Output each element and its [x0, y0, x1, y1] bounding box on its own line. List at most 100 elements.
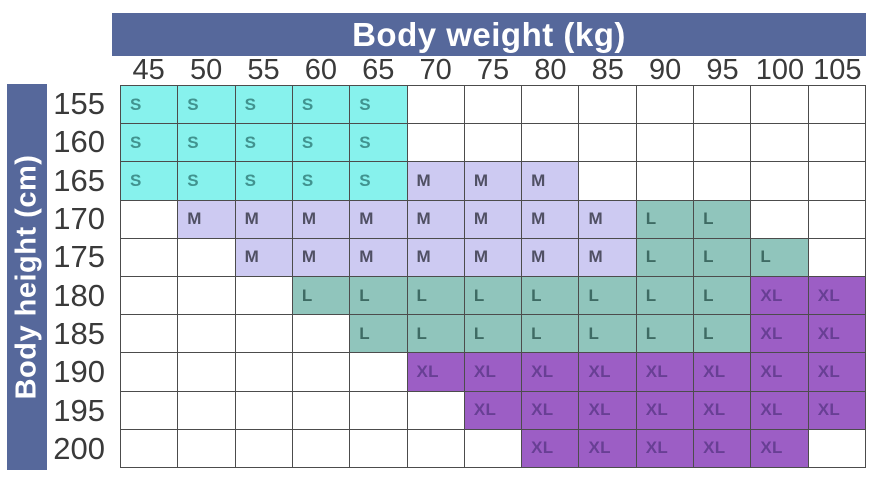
empty-cell-185-55 [235, 315, 293, 354]
size-cell-l-180-80: L [522, 277, 580, 316]
size-cell-l-185-80: L [522, 315, 580, 354]
size-cell-xl-200-90: XL [636, 429, 695, 468]
size-cell-l-170-90: L [636, 200, 695, 239]
weight-tick-95: 95 [706, 54, 739, 86]
empty-cell-190-45 [121, 353, 179, 392]
size-cell-xl-195-100: XL [751, 391, 809, 430]
weight-tick-70: 70 [419, 54, 452, 86]
size-cell-xl-190-80: XL [522, 353, 580, 392]
size-cell-s-155-50: S [178, 86, 236, 125]
empty-cell-180-55 [235, 277, 293, 316]
empty-cell-200-45 [121, 429, 179, 468]
size-cell-m-175-85: M [579, 238, 637, 277]
empty-cell-185-60 [292, 315, 351, 354]
empty-cell-200-55 [235, 429, 293, 468]
empty-cell-200-105 [808, 429, 866, 468]
empty-cell-185-50 [178, 315, 236, 354]
height-tick-195: 195 [53, 392, 105, 428]
empty-cell-190-65 [350, 353, 408, 392]
empty-cell-165-85 [579, 162, 637, 201]
size-cell-m-175-80: M [522, 238, 580, 277]
empty-cell-175-45 [121, 238, 179, 277]
size-cell-s-160-50: S [178, 124, 236, 163]
size-cell-m-165-75: M [464, 162, 523, 201]
size-cell-xl-195-75: XL [464, 391, 523, 430]
size-cell-m-165-70: M [407, 162, 465, 201]
size-cell-m-170-50: M [178, 200, 236, 239]
size-cell-s-165-45: S [121, 162, 179, 201]
size-cell-xl-200-85: XL [579, 429, 637, 468]
weight-tick-45: 45 [132, 54, 165, 86]
size-cell-xl-190-105: XL [808, 353, 866, 392]
empty-cell-165-105 [808, 162, 866, 201]
empty-cell-200-75 [464, 429, 523, 468]
height-axis-bar: Body height (cm) [7, 84, 47, 470]
size-cell-xl-190-75: XL [464, 353, 523, 392]
empty-cell-155-85 [579, 86, 637, 125]
empty-cell-200-50 [178, 429, 236, 468]
size-cell-l-180-60: L [292, 277, 351, 316]
empty-cell-195-55 [235, 391, 293, 430]
size-cell-m-175-55: M [235, 238, 293, 277]
weight-tick-75: 75 [476, 54, 510, 86]
empty-cell-160-85 [579, 124, 637, 163]
size-cell-xl-190-70: XL [407, 353, 465, 392]
size-cell-m-170-60: M [292, 200, 351, 239]
empty-cell-165-95 [694, 162, 752, 201]
size-cell-s-155-60: S [292, 86, 351, 125]
height-tick-160: 160 [53, 124, 105, 160]
empty-cell-180-50 [178, 277, 236, 316]
empty-cell-155-70 [407, 86, 465, 125]
size-cell-m-175-65: M [350, 238, 408, 277]
size-cell-l-185-70: L [407, 315, 465, 354]
empty-cell-155-80 [522, 86, 580, 125]
height-tick-170: 170 [53, 201, 105, 237]
empty-cell-200-70 [407, 429, 465, 468]
empty-cell-160-90 [636, 124, 695, 163]
size-cell-l-180-75: L [464, 277, 523, 316]
weight-axis-title: Body weight (kg) [352, 15, 626, 53]
empty-cell-155-95 [694, 86, 752, 125]
height-axis-title: Body height (cm) [10, 154, 43, 400]
size-cell-xl-180-100: XL [751, 277, 809, 316]
weight-tick-100: 100 [755, 54, 805, 86]
weight-tick-65: 65 [362, 54, 395, 86]
size-cell-xl-195-95: XL [694, 391, 752, 430]
size-cell-s-165-55: S [235, 162, 293, 201]
size-cell-s-155-55: S [235, 86, 293, 125]
empty-cell-200-60 [292, 429, 351, 468]
size-cell-xl-195-80: XL [522, 391, 580, 430]
height-tick-155: 155 [53, 86, 105, 122]
size-cell-xl-195-90: XL [636, 391, 695, 430]
empty-cell-190-50 [178, 353, 236, 392]
size-cell-s-165-60: S [292, 162, 351, 201]
empty-cell-165-90 [636, 162, 695, 201]
size-cell-l-185-85: L [579, 315, 637, 354]
size-cell-m-170-75: M [464, 200, 523, 239]
empty-cell-160-95 [694, 124, 752, 163]
size-cell-xl-190-90: XL [636, 353, 695, 392]
height-tick-185: 185 [53, 315, 105, 351]
empty-cell-170-105 [808, 200, 866, 239]
empty-cell-170-45 [121, 200, 179, 239]
size-cell-xl-200-95: XL [694, 429, 752, 468]
weight-tick-55: 55 [247, 54, 280, 86]
empty-cell-190-60 [292, 353, 351, 392]
empty-cell-155-90 [636, 86, 695, 125]
size-cell-xl-185-105: XL [808, 315, 866, 354]
size-cell-s-155-45: S [121, 86, 179, 125]
size-cell-m-170-85: M [579, 200, 637, 239]
size-cell-l-185-90: L [636, 315, 695, 354]
height-tick-200: 200 [53, 430, 105, 466]
size-cell-l-180-65: L [350, 277, 408, 316]
empty-cell-195-65 [350, 391, 408, 430]
size-cell-m-165-80: M [522, 162, 580, 201]
size-cell-s-165-65: S [350, 162, 408, 201]
weight-tick-85: 85 [591, 54, 624, 86]
size-cell-m-170-80: M [522, 200, 580, 239]
size-cell-s-165-50: S [178, 162, 236, 201]
height-tick-190: 190 [53, 354, 105, 390]
height-tick-165: 165 [53, 162, 105, 198]
